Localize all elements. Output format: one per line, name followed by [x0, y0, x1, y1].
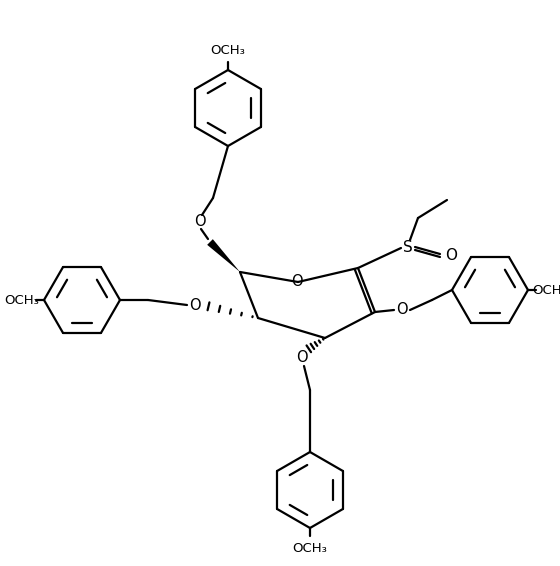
Text: OCH₃: OCH₃ — [533, 284, 560, 297]
Text: O: O — [296, 350, 308, 366]
Text: O: O — [291, 273, 303, 289]
Text: OCH₃: OCH₃ — [211, 44, 245, 57]
Text: O: O — [194, 215, 206, 229]
Polygon shape — [207, 239, 240, 272]
Text: OCH₃: OCH₃ — [292, 542, 328, 555]
Text: OCH₃: OCH₃ — [4, 294, 39, 307]
Text: O: O — [396, 302, 408, 318]
Text: O: O — [445, 247, 457, 263]
Text: O: O — [189, 298, 201, 312]
Text: S: S — [403, 241, 413, 255]
